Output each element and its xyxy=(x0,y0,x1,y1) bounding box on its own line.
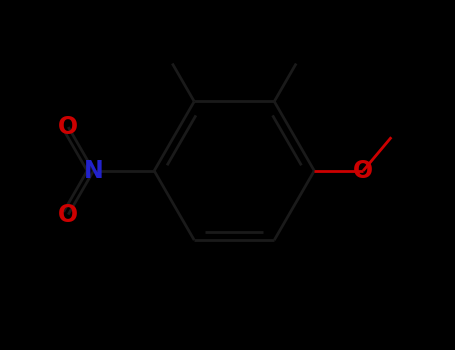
Text: O: O xyxy=(58,203,78,226)
Text: O: O xyxy=(353,159,373,183)
Text: N: N xyxy=(84,159,103,183)
Text: O: O xyxy=(58,115,78,139)
